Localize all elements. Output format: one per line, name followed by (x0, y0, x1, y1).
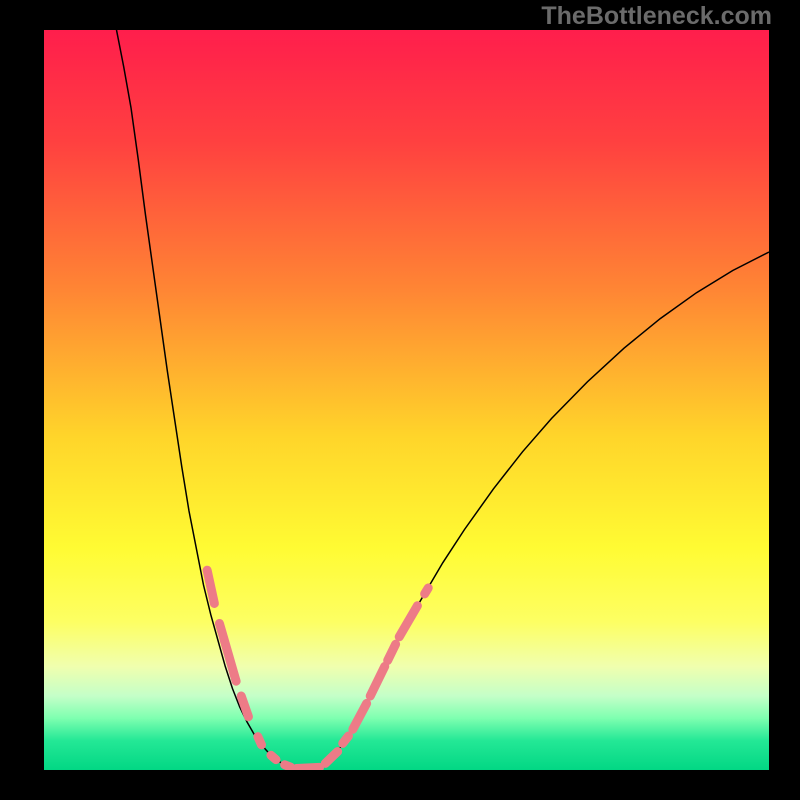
marker-segment (271, 755, 276, 759)
chart-svg (44, 30, 769, 770)
marker-segment (296, 767, 319, 768)
chart-frame: TheBottleneck.com (0, 0, 800, 800)
marker-segment (285, 765, 291, 767)
watermark-text: TheBottleneck.com (541, 2, 772, 31)
marker-segment (258, 737, 262, 745)
marker-segment (425, 588, 429, 594)
plot-area (44, 30, 769, 770)
gradient-background (44, 30, 769, 770)
marker-segment (343, 736, 349, 743)
